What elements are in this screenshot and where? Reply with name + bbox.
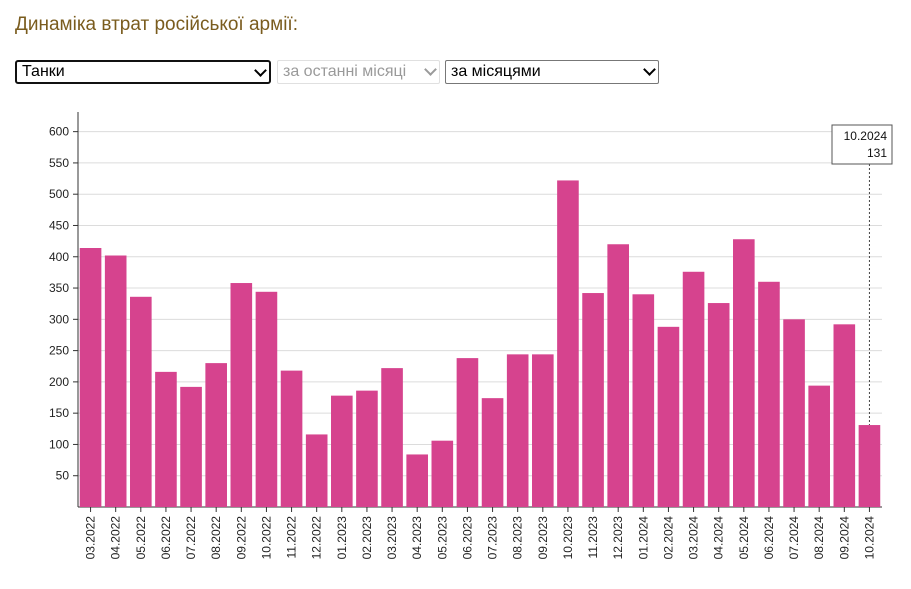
bar[interactable] [682,271,705,507]
bar[interactable] [532,354,554,507]
chevron-down-icon [424,63,437,76]
x-tick-label: 05.2024 [737,516,751,560]
x-tick-label: 01.2024 [636,516,650,560]
x-tick-label: 01.2023 [335,516,349,560]
x-tick-label: 04.2023 [410,516,424,560]
x-tick-label: 04.2024 [712,516,726,560]
period-value: за останні місяці [283,63,407,80]
x-tick-label: 11.2022 [285,516,299,559]
y-tick-label: 100 [49,437,69,451]
bar[interactable] [431,440,454,507]
x-tick-label: 04.2022 [109,516,123,560]
x-tick-label: 12.2023 [611,516,625,560]
losses-bar-chart: 50 100 150 200 250 300 350 400 450 500 550 600 03.20… [49,112,893,560]
y-tick-label: 500 [49,187,69,201]
x-tick-label: 08.2024 [812,516,826,560]
y-tick-label: 250 [49,344,69,358]
x-tick-label: 10.2023 [561,516,575,560]
x-tick-label: 08.2023 [511,516,525,560]
x-tick-label: 09.2023 [536,516,550,560]
bar[interactable] [733,239,755,507]
bar[interactable] [557,180,579,507]
y-tick-label: 150 [49,406,69,420]
y-tick-label: 200 [49,375,69,389]
x-tick-label: 08.2022 [209,516,223,560]
x-tick-label: 10.2022 [259,516,273,560]
x-tick-label: 12.2022 [310,516,324,560]
x-tick-label: 02.2023 [360,516,374,560]
x-tick-label: 05.2022 [134,516,148,560]
bar[interactable] [456,358,479,507]
grouping-value: за місяцями [451,63,541,80]
tooltip-value: 131 [867,146,887,160]
bar[interactable] [657,326,680,507]
bar[interactable] [230,283,253,507]
y-tick-label: 350 [49,281,69,295]
x-tick-label: 06.2022 [159,516,173,560]
bar[interactable] [331,395,353,507]
x-tick-label: 02.2024 [661,516,675,560]
x-tick-label: 09.2022 [234,516,248,560]
bar[interactable] [607,244,629,508]
y-tick-label: 450 [49,218,69,232]
chevron-down-icon [254,64,267,77]
equipment-type-value: Танки [22,63,65,80]
bar[interactable] [481,398,504,507]
bar[interactable] [506,354,529,507]
x-tick-label: 09.2024 [837,516,851,560]
bar[interactable] [305,434,328,507]
x-tick-label: 05.2023 [435,516,449,560]
bar[interactable] [155,371,177,507]
bar[interactable] [783,319,805,507]
period-select[interactable]: за останні місяці [277,60,440,84]
y-tick-label: 400 [49,250,69,264]
x-tick-label: 06.2023 [460,516,474,560]
bar[interactable] [104,255,127,507]
x-tick-label: 07.2024 [787,516,801,560]
bar[interactable] [130,296,152,507]
page-title: Динаміка втрат російської армії: [15,14,298,35]
x-tick-label: 07.2023 [486,516,500,560]
bar[interactable] [381,368,403,507]
x-tick-label: 06.2024 [762,516,776,560]
x-tick-label: 03.2023 [385,516,399,560]
y-tick-label: 550 [49,156,69,170]
bar[interactable] [356,390,378,507]
bar[interactable] [280,370,303,507]
bar[interactable] [79,248,102,508]
x-tick-label: 10.2024 [862,516,876,560]
tooltip-label: 10.2024 [844,129,888,143]
x-tick-label: 03.2022 [84,516,98,560]
x-tick-label: 03.2024 [687,516,701,560]
equipment-type-select[interactable]: Танки [15,60,271,84]
x-tick-label: 07.2022 [184,516,198,560]
bar[interactable] [582,293,604,507]
grouping-select[interactable]: за місяцями [445,60,659,84]
bar[interactable] [707,303,730,507]
bar[interactable] [255,291,278,507]
y-tick-label: 300 [49,312,69,326]
bar[interactable] [632,294,655,507]
bar[interactable] [833,324,856,507]
bar[interactable] [858,425,881,507]
y-tick-label: 600 [49,125,69,139]
tooltip-box [831,124,893,165]
bar[interactable] [758,281,780,507]
bar[interactable] [406,454,428,507]
bar[interactable] [205,363,227,507]
y-tick-label: 50 [56,469,70,483]
x-tick-label: 11.2023 [586,516,600,559]
bar[interactable] [808,385,830,507]
chevron-down-icon [643,63,656,76]
bar[interactable] [180,386,202,507]
